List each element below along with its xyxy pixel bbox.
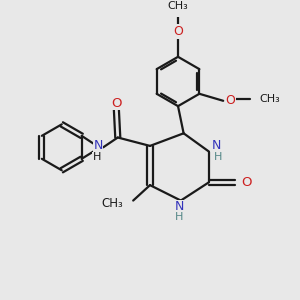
Text: O: O <box>173 25 183 38</box>
Text: CH₃: CH₃ <box>102 197 123 210</box>
Text: CH₃: CH₃ <box>259 94 280 104</box>
Text: O: O <box>225 94 235 107</box>
Text: H: H <box>175 212 184 222</box>
Text: CH₃: CH₃ <box>168 1 188 11</box>
Text: H: H <box>93 152 101 162</box>
Text: O: O <box>242 176 252 189</box>
Text: N: N <box>212 140 221 152</box>
Text: O: O <box>111 97 122 110</box>
Text: N: N <box>94 139 103 152</box>
Text: N: N <box>175 200 184 214</box>
Text: H: H <box>214 152 222 162</box>
